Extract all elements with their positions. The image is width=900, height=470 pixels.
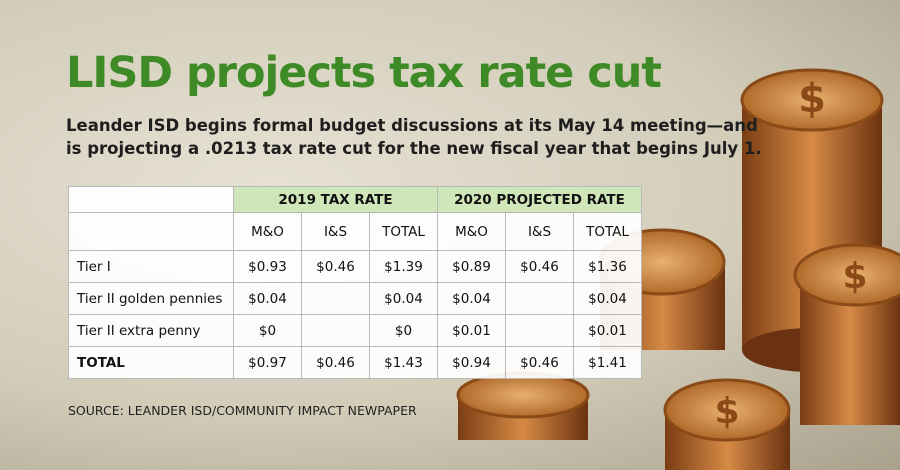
group-header: 2019 TAX RATE (233, 186, 438, 213)
group-header: 2020 PROJECTED RATE (437, 186, 642, 213)
row-label: Tier II golden pennies (68, 282, 234, 315)
svg-text:$: $ (842, 256, 867, 297)
column-header: TOTAL (369, 212, 438, 251)
svg-text:$: $ (798, 76, 826, 122)
row-label: Tier II extra penny (68, 314, 234, 347)
cell: $1.39 (369, 250, 438, 283)
source: SOURCE: LEANDER ISD/COMMUNITY IMPACT NEW… (68, 403, 417, 418)
subtitle: Leander ISD begins formal budget discuss… (66, 116, 758, 135)
table-row: TOTAL $0.97 $0.46 $1.43 $0.94 $0.46 $1.41 (68, 346, 642, 379)
empty-cell (301, 314, 370, 347)
cell: $0.04 (573, 282, 642, 315)
group-row: 2019 TAX RATE 2020 PROJECTED RATE (68, 186, 642, 213)
empty-cell (505, 314, 574, 347)
table-row: Tier I $0.93 $0.46 $1.39 $0.89 $0.46 $1.36 (68, 250, 642, 283)
cell: $0.46 (505, 250, 574, 283)
empty-cell (68, 186, 234, 213)
cell: $0.04 (437, 282, 506, 315)
column-header: M&O (233, 212, 302, 251)
svg-text:$: $ (714, 391, 739, 432)
empty-cell (68, 212, 234, 251)
cell: $0.01 (573, 314, 642, 347)
cell: $0.93 (233, 250, 302, 283)
cell: $0.04 (233, 282, 302, 315)
cell: $0 (233, 314, 302, 347)
cell: $1.36 (573, 250, 642, 283)
title: LISD projects tax rate cut (66, 48, 662, 98)
column-header: I&S (301, 212, 370, 251)
cell: $0.46 (505, 346, 574, 379)
cell: $0.89 (437, 250, 506, 283)
empty-cell (301, 282, 370, 315)
cell: $0.94 (437, 346, 506, 379)
column-header: I&S (505, 212, 574, 251)
row-label: TOTAL (68, 346, 234, 379)
cell: $0.46 (301, 346, 370, 379)
cell: $1.43 (369, 346, 438, 379)
empty-cell (505, 282, 574, 315)
column-header: M&O (437, 212, 506, 251)
cell: $0.01 (437, 314, 506, 347)
tax-rate-table: 2019 TAX RATE 2020 PROJECTED RATE M&O I&S TO… (68, 186, 642, 379)
cell: $0.04 (369, 282, 438, 315)
cell: $0 (369, 314, 438, 347)
cell: $0.46 (301, 250, 370, 283)
column-header: TOTAL (573, 212, 642, 251)
subtitle: is projecting a .0213 tax rate cut for t… (66, 139, 762, 158)
cell: $0.97 (233, 346, 302, 379)
cell: $1.41 (573, 346, 642, 379)
table-row: Tier II golden pennies $0.04 $0.04 $0.04 $0.… (68, 282, 642, 315)
subheader-row: M&O I&S TOTAL M&O I&S TOTAL (68, 212, 642, 251)
row-label: Tier I (68, 250, 234, 283)
table-row: Tier II extra penny $0 $0 $0.01 $0.01 (68, 314, 642, 347)
